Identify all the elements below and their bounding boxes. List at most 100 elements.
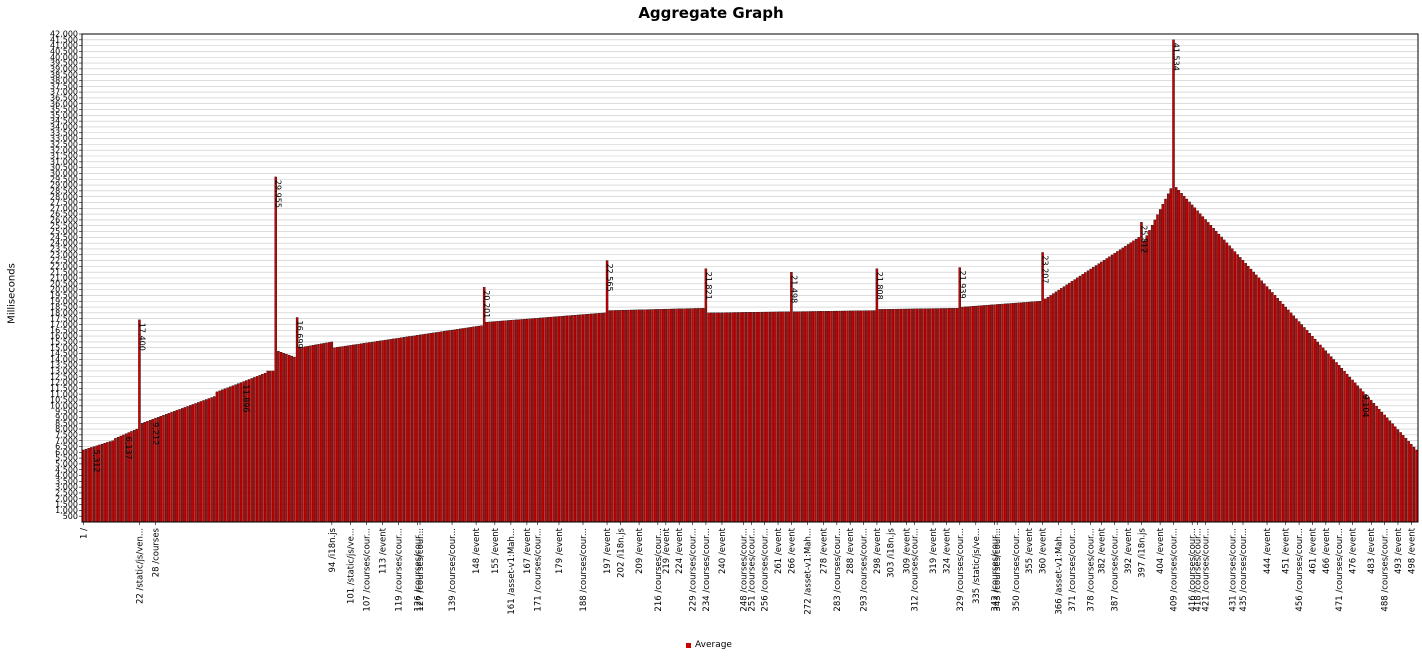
- bar: [763, 311, 766, 523]
- bar: [1276, 298, 1279, 523]
- y-tick-label: 1,500: [55, 500, 78, 509]
- bar: [937, 308, 940, 523]
- bar: [114, 438, 117, 523]
- bar: [413, 335, 416, 523]
- bar: [1092, 267, 1095, 523]
- bar: [776, 311, 780, 523]
- bar: [603, 312, 606, 523]
- bar: [306, 346, 309, 523]
- bar: [1193, 207, 1197, 523]
- bar: [621, 310, 625, 523]
- x-tick-label: 234 /courses/cour...: [702, 528, 712, 612]
- bar: [1241, 260, 1245, 523]
- bar: [1239, 257, 1242, 523]
- bar: [694, 308, 697, 523]
- bar: [1201, 216, 1205, 523]
- y-tick-label: 37,500: [50, 82, 78, 91]
- x-tick-label: 366 /asset-v1:Mah...: [1055, 528, 1065, 615]
- y-tick-label: 14,000: [50, 355, 78, 364]
- x-tick-label: 343 /courses/cour...: [993, 528, 1003, 612]
- x-tick-label: 444 /event: [1263, 527, 1273, 574]
- bar: [1412, 446, 1416, 523]
- bar: [189, 405, 192, 523]
- bar: [875, 268, 879, 523]
- y-tick-label: 12,000: [50, 378, 78, 387]
- bar: [923, 308, 927, 523]
- bar: [325, 342, 328, 523]
- bar: [416, 335, 419, 523]
- bar: [266, 370, 269, 523]
- y-tick-label: 22,500: [50, 256, 78, 265]
- bar: [1303, 327, 1306, 523]
- bar: [1068, 282, 1071, 523]
- x-tick-label: 371 /courses/cour...: [1068, 528, 1078, 612]
- bar: [1134, 238, 1138, 523]
- x-tick-label: 431 /courses/cour...: [1228, 528, 1238, 612]
- y-tick-label: 5,000: [55, 460, 78, 469]
- bar: [587, 313, 590, 523]
- bar: [918, 308, 921, 523]
- bar: [365, 342, 368, 523]
- bar: [229, 386, 232, 523]
- bar: [319, 343, 323, 523]
- bar: [1271, 292, 1274, 523]
- bar: [1263, 283, 1266, 523]
- bar: [1388, 420, 1392, 523]
- bar: [894, 308, 897, 523]
- y-tick-label: 2,000: [55, 494, 78, 503]
- bar: [162, 415, 165, 523]
- y-tick-label: 31,500: [50, 152, 78, 161]
- bar: [1199, 213, 1202, 523]
- bar: [103, 443, 106, 523]
- x-tick-label: 127 /courses/cour...: [416, 528, 426, 612]
- bar: [514, 319, 518, 523]
- x-tick-label: 293 /courses/cour...: [860, 528, 870, 612]
- data-label: 5,312: [92, 450, 101, 473]
- y-tick-label: 27,000: [50, 204, 78, 213]
- bar: [498, 320, 502, 523]
- bar: [1297, 321, 1301, 523]
- x-tick-label: 107 /courses/cour...: [363, 528, 373, 612]
- bar: [779, 311, 782, 523]
- bar: [963, 306, 967, 523]
- bar: [1089, 268, 1092, 523]
- bar: [624, 309, 627, 523]
- bar: [1110, 254, 1114, 523]
- bar: [645, 309, 649, 523]
- bar: [616, 310, 619, 523]
- bar: [651, 309, 654, 523]
- bar: [576, 314, 579, 523]
- bar: [555, 316, 558, 523]
- bar: [699, 308, 702, 523]
- bar: [1052, 293, 1055, 523]
- x-tick-label: 229 /courses/cour...: [689, 528, 699, 612]
- bar: [472, 326, 475, 523]
- bar: [1260, 280, 1263, 523]
- bar: [1223, 239, 1226, 523]
- y-tick-label: 32,000: [50, 146, 78, 155]
- bar: [410, 335, 414, 523]
- y-tick-label: 3,000: [55, 483, 78, 492]
- bar: [362, 343, 366, 523]
- bar: [167, 413, 171, 523]
- bar: [600, 312, 603, 523]
- bar: [1166, 193, 1170, 523]
- bar: [1102, 260, 1106, 523]
- y-tick-label: 31,000: [50, 157, 78, 166]
- bar: [202, 400, 205, 523]
- bar: [653, 309, 657, 523]
- bar: [333, 347, 336, 523]
- bar: [710, 312, 713, 523]
- y-tick-label: 16,000: [50, 332, 78, 341]
- bar: [1113, 252, 1116, 523]
- bar: [1022, 302, 1026, 523]
- bar: [589, 313, 593, 523]
- bar: [1145, 235, 1149, 523]
- bar: [848, 310, 852, 523]
- x-tick-label: 22 /static/js/ven...: [135, 528, 145, 604]
- bar: [1030, 301, 1034, 523]
- bar: [1335, 362, 1338, 523]
- bar: [197, 402, 200, 523]
- bar: [1209, 225, 1213, 523]
- bar: [702, 308, 705, 523]
